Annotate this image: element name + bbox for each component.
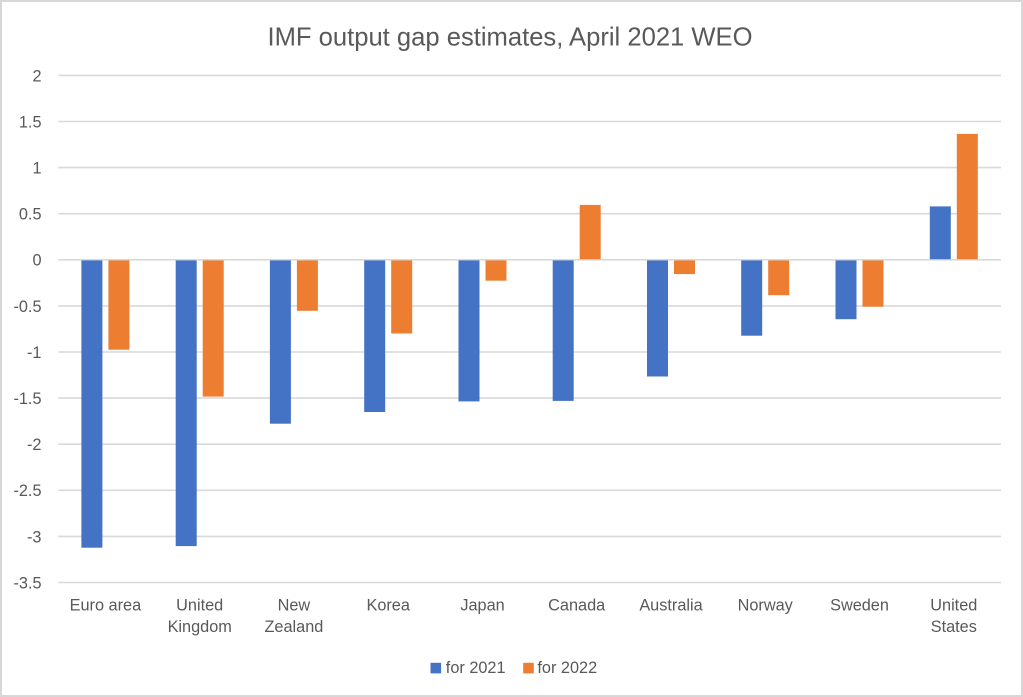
svg-text:-3: -3 — [27, 528, 41, 546]
svg-text:Norway: Norway — [738, 596, 794, 614]
svg-text:United: United — [930, 596, 977, 614]
svg-text:-3.5: -3.5 — [13, 574, 41, 592]
svg-text:-1.5: -1.5 — [13, 390, 41, 408]
svg-text:Australia: Australia — [639, 596, 703, 614]
svg-text:Sweden: Sweden — [830, 596, 889, 614]
svg-text:0: 0 — [32, 252, 41, 270]
svg-text:IMF output gap estimates, Apri: IMF output gap estimates, April 2021 WEO — [267, 24, 752, 52]
svg-text:Japan: Japan — [460, 596, 504, 614]
svg-text:2: 2 — [32, 67, 41, 85]
svg-text:Canada: Canada — [548, 596, 606, 614]
svg-text:-0.5: -0.5 — [13, 298, 41, 316]
svg-text:1.5: 1.5 — [19, 113, 42, 131]
svg-text:1: 1 — [32, 160, 41, 178]
svg-text:Zealand: Zealand — [264, 618, 323, 636]
svg-text:-1: -1 — [27, 344, 41, 362]
svg-text:Kingdom: Kingdom — [168, 618, 232, 636]
svg-text:United: United — [176, 596, 223, 614]
svg-text:New: New — [278, 596, 311, 614]
svg-text:States: States — [931, 618, 977, 636]
svg-text:Euro area: Euro area — [70, 596, 142, 614]
svg-text:-2.5: -2.5 — [13, 482, 41, 500]
svg-text:Korea: Korea — [366, 596, 410, 614]
svg-text:for 2022: for 2022 — [537, 659, 597, 677]
svg-text:-2: -2 — [27, 436, 41, 454]
svg-text:for 2021: for 2021 — [446, 659, 506, 677]
svg-text:0.5: 0.5 — [19, 206, 42, 224]
